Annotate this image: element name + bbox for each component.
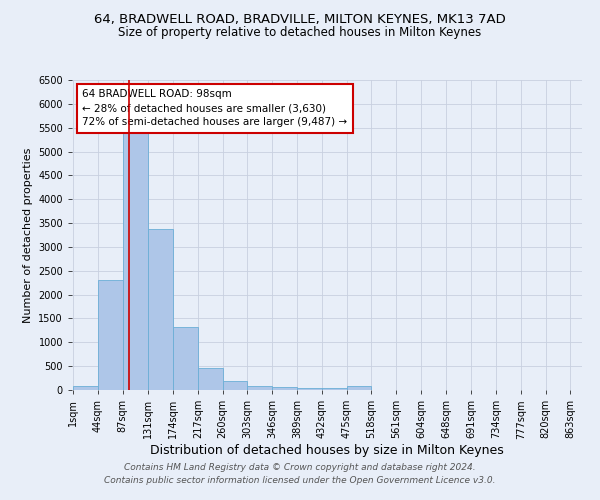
Bar (322, 388, 347, 390)
X-axis label: Distribution of detached houses by size in Milton Keynes: Distribution of detached houses by size … (150, 444, 504, 457)
Text: Contains public sector information licensed under the Open Government Licence v3: Contains public sector information licen… (104, 476, 496, 485)
Bar (272, 388, 297, 390)
Bar (148, 229, 173, 390)
Bar (247, 386, 272, 390)
Text: Contains HM Land Registry data © Crown copyright and database right 2024.: Contains HM Land Registry data © Crown c… (124, 464, 476, 472)
Text: 64 BRADWELL ROAD: 98sqm
← 28% of detached houses are smaller (3,630)
72% of semi: 64 BRADWELL ROAD: 98sqm ← 28% of detache… (82, 90, 347, 128)
Bar (347, 386, 371, 390)
Bar (98, 280, 123, 390)
Bar (297, 388, 322, 390)
Bar (223, 381, 247, 390)
Bar (123, 130, 148, 390)
Bar (73, 386, 98, 390)
Y-axis label: Number of detached properties: Number of detached properties (23, 148, 32, 322)
Text: Size of property relative to detached houses in Milton Keynes: Size of property relative to detached ho… (118, 26, 482, 39)
Text: 64, BRADWELL ROAD, BRADVILLE, MILTON KEYNES, MK13 7AD: 64, BRADWELL ROAD, BRADVILLE, MILTON KEY… (94, 12, 506, 26)
Bar (173, 327, 198, 390)
Bar (198, 368, 223, 390)
